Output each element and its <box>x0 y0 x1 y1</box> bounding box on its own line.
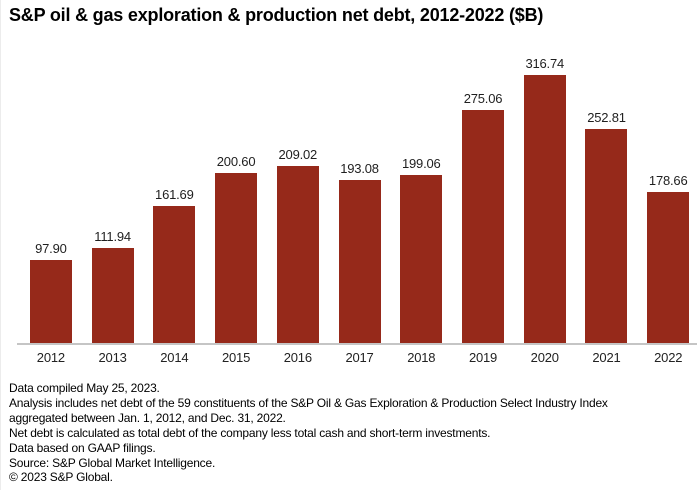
chart-title: S&P oil & gas exploration & production n… <box>9 5 544 25</box>
bar-value-label: 252.81 <box>587 110 626 126</box>
bar-value-label: 193.08 <box>340 160 379 176</box>
footnote-line: Analysis includes net debt of the 59 con… <box>9 395 608 410</box>
bar-column: 200.60 <box>205 55 267 343</box>
x-axis-label: 2013 <box>98 350 127 365</box>
x-axis-label: 2022 <box>654 350 683 365</box>
bar-column: 111.94 <box>82 55 144 343</box>
x-axis-label: 2016 <box>283 350 312 365</box>
x-axis-label: 2020 <box>530 350 559 365</box>
x-axis-label: 2018 <box>407 350 436 365</box>
x-axis-label: 2019 <box>468 350 498 365</box>
bar-value-label: 316.74 <box>525 56 565 71</box>
bar-value-label: 178.66 <box>648 172 688 188</box>
x-axis-line <box>17 343 697 345</box>
x-axis-label: 2017 <box>345 350 374 365</box>
footnote-line: Data compiled May 25, 2023. <box>9 381 160 395</box>
bar-value-label: 111.94 <box>94 229 131 245</box>
bar-column: 252.81 <box>576 55 638 343</box>
bar-column: 193.08 <box>329 55 391 343</box>
bar-value-label: 97.90 <box>35 241 67 257</box>
bar-2018 <box>400 174 443 343</box>
x-axis-label: 2012 <box>36 350 65 365</box>
bar-2013 <box>91 248 134 343</box>
bar-column: 161.69 <box>143 55 205 343</box>
footnotes: Data compiled May 25, 2023. Analysis incl… <box>9 381 608 485</box>
bar-value-label: 200.60 <box>216 154 256 170</box>
footnote-line: Net debt is calculated as total debt of … <box>9 425 491 440</box>
bar-2022 <box>647 191 690 343</box>
footnote-line: Source: S&P Global Market Intelligence. <box>9 455 216 470</box>
bar-2014 <box>153 206 196 343</box>
bar-column: 97.90 <box>20 55 82 343</box>
bar-2015 <box>215 173 258 343</box>
x-axis-label: 2021 <box>592 350 621 365</box>
plot-area: 97.90 111.94 161.69 200.60 209.02 193.08 199.0… <box>20 55 698 343</box>
x-axis-labels: 2012 2013 2014 2015 2016 2017 2018 2019 2020 2021… <box>20 350 698 365</box>
bar-2016 <box>276 166 319 343</box>
bar-column: 178.66 <box>637 55 698 343</box>
bar-2020 <box>523 75 566 343</box>
footnote-line: Data based on GAAP filings. <box>9 440 156 455</box>
x-axis-label: 2014 <box>160 350 189 365</box>
footnote-line: aggregated between Jan. 1, 2012, and Dec… <box>9 410 286 425</box>
bar-value-label: 209.02 <box>278 147 318 163</box>
bar-column: 199.06 <box>390 55 452 343</box>
bar-2021 <box>585 129 628 343</box>
bar-value-label: 199.06 <box>401 155 441 171</box>
bar-value-label: 275.06 <box>463 91 503 107</box>
x-axis-label: 2015 <box>222 350 251 365</box>
bar-column: 275.06 <box>452 55 514 343</box>
bar-2017 <box>338 179 381 343</box>
bar-column: 209.02 <box>267 55 329 343</box>
bar-2019 <box>462 110 504 343</box>
footnote-line: © 2023 S&P Global. <box>9 470 113 485</box>
bar-value-label: 161.69 <box>155 187 194 203</box>
bar-2012 <box>29 260 72 343</box>
bar-column: 316.74 <box>514 55 576 343</box>
